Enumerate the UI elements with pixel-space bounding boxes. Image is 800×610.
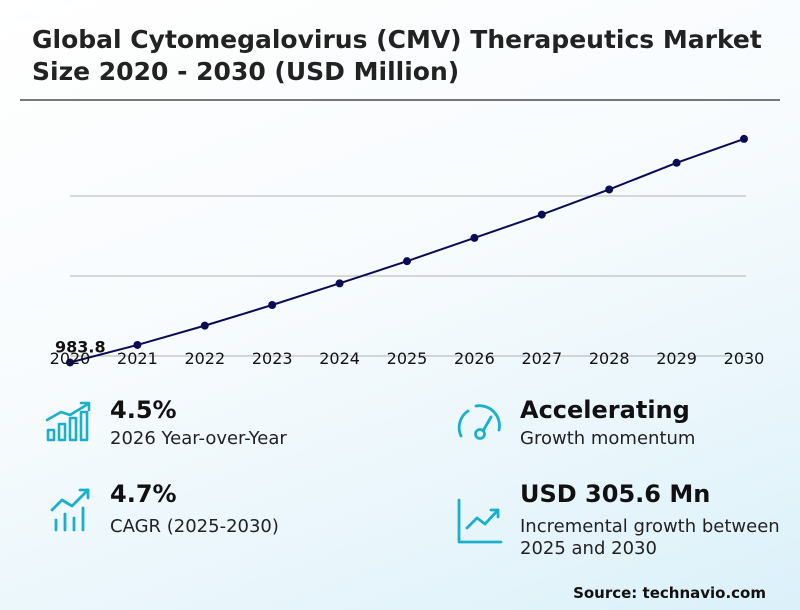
data-point-2021 bbox=[133, 340, 142, 349]
data-point-2025 bbox=[403, 257, 411, 266]
series-line-path bbox=[69, 137, 745, 364]
data-point-2022 bbox=[200, 321, 209, 330]
trend-bars-icon bbox=[48, 486, 98, 540]
x-tick-2029: 2029 bbox=[656, 349, 697, 368]
bar-chart-growth-icon bbox=[44, 400, 94, 448]
x-tick-2020: 2020 bbox=[50, 349, 91, 368]
source-note: Source: technavio.com bbox=[573, 584, 766, 602]
gridlines bbox=[70, 195, 746, 357]
x-tick-2024: 2024 bbox=[319, 349, 360, 368]
chart-title: Global Cytomegalovirus (CMV) Therapeutic… bbox=[32, 25, 762, 86]
stat-momentum-label: Growth momentum bbox=[520, 428, 696, 449]
x-tick-2022: 2022 bbox=[184, 349, 225, 368]
data-point-2020 bbox=[66, 358, 74, 367]
stat-incremental-label: Incremental growth between 2025 and 2030 bbox=[520, 516, 780, 559]
data-point-2029 bbox=[672, 158, 681, 167]
title-divider bbox=[20, 99, 780, 101]
line-chart-icon bbox=[455, 496, 505, 550]
data-point-2023 bbox=[268, 301, 277, 309]
data-point-2024 bbox=[335, 279, 344, 288]
stat-cagr-value: 4.7% bbox=[110, 480, 177, 508]
data-point-2027 bbox=[537, 210, 546, 219]
x-tick-2028: 2028 bbox=[589, 349, 630, 368]
stat-momentum-value: Accelerating bbox=[520, 396, 690, 424]
x-tick-2021: 2021 bbox=[117, 349, 158, 368]
data-points bbox=[66, 134, 748, 367]
line-chart: 983.8 2020 2021 2022 2023 2024 2025 2026 2027 20… bbox=[50, 134, 765, 368]
series-line bbox=[69, 137, 745, 364]
x-tick-2023: 2023 bbox=[252, 349, 293, 368]
data-point-2030 bbox=[740, 134, 748, 143]
x-tick-2027: 2027 bbox=[521, 349, 562, 368]
x-tick-2025: 2025 bbox=[387, 349, 428, 368]
stat-yoy-label: 2026 Year-over-Year bbox=[110, 428, 287, 449]
data-point-2026 bbox=[470, 233, 479, 242]
stat-incremental-value: USD 305.6 Mn bbox=[520, 480, 711, 508]
data-label-2020: 983.8 bbox=[55, 337, 106, 356]
stat-yoy-value: 4.5% bbox=[110, 396, 177, 424]
x-tick-2026: 2026 bbox=[454, 349, 495, 368]
data-point-2028 bbox=[605, 185, 614, 194]
data-labels: 983.8 bbox=[55, 337, 106, 356]
x-axis-ticks: 2020 2021 2022 2023 2024 2025 2026 2027 2028 2029… bbox=[50, 349, 765, 368]
speedometer-icon bbox=[455, 400, 505, 448]
x-tick-2030: 2030 bbox=[724, 349, 765, 368]
stat-cagr-label: CAGR (2025-2030) bbox=[110, 516, 279, 537]
